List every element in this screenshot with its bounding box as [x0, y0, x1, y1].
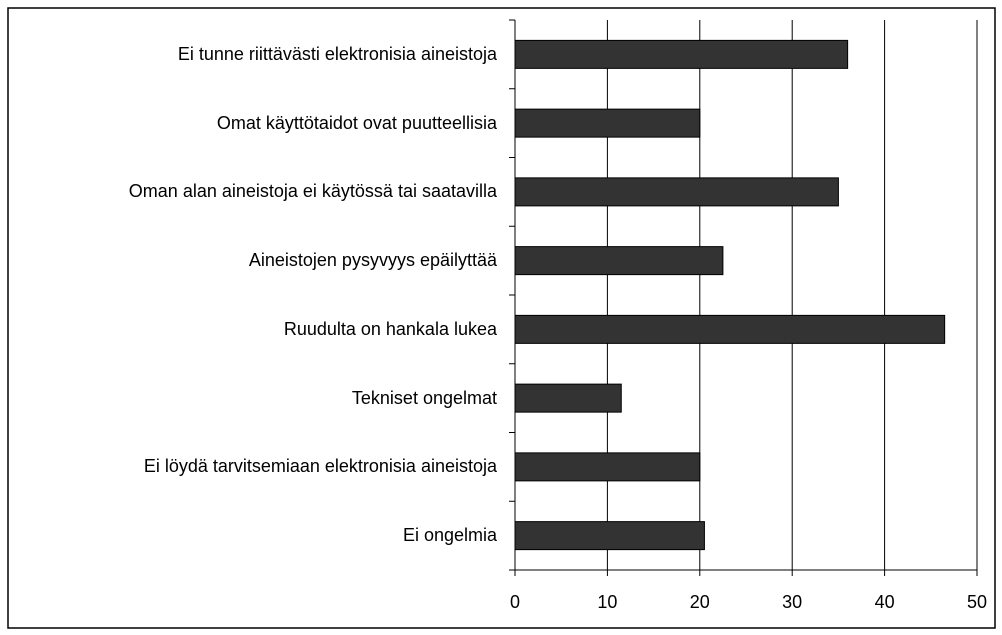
y-tick-label: Tekniset ongelmat	[351, 387, 497, 408]
y-tick-label: Ei ongelmia	[402, 525, 497, 546]
x-tick-label: 40	[875, 592, 895, 612]
bar	[514, 246, 724, 276]
y-tick-label: Ei löydä tarvitsemiaan elektronisia aine…	[143, 456, 497, 477]
category-label-box: Tekniset ongelmat	[352, 368, 497, 428]
bar	[514, 39, 849, 69]
category-label-box: Oman alan aineistoja ei käytössä tai saa…	[129, 162, 497, 222]
bar	[514, 177, 839, 207]
bar	[514, 108, 701, 138]
bar	[514, 521, 705, 551]
x-tick-label: 0	[510, 592, 520, 612]
x-tick-label: 20	[690, 592, 710, 612]
x-tick-label: 50	[967, 592, 987, 612]
category-label-box: Ei löydä tarvitsemiaan elektronisia aine…	[144, 437, 497, 497]
category-label-box: Ruudulta on hankala lukea	[284, 299, 497, 359]
bar	[514, 383, 622, 413]
bar	[514, 452, 701, 482]
y-tick-label: Aineistojen pysyvyys epäilyttää	[248, 250, 497, 271]
y-tick-label: Oman alan aineistoja ei käytössä tai saa…	[128, 181, 497, 202]
bar	[514, 314, 946, 344]
category-label-box: Omat käyttötaidot ovat puutteellisia	[217, 93, 497, 153]
category-label-box: Ei ongelmia	[403, 506, 497, 566]
category-label-box: Aineistojen pysyvyys epäilyttää	[249, 231, 497, 291]
category-label-box: Ei tunne riittävästi elektronisia aineis…	[178, 24, 497, 84]
x-tick-label: 10	[597, 592, 617, 612]
y-tick-label: Ei tunne riittävästi elektronisia aineis…	[177, 43, 497, 64]
chart-frame	[7, 7, 996, 629]
x-tick-label: 30	[782, 592, 802, 612]
y-tick-label: Ruudulta on hankala lukea	[283, 318, 497, 339]
y-tick-label: Omat käyttötaidot ovat puutteellisia	[216, 112, 497, 133]
